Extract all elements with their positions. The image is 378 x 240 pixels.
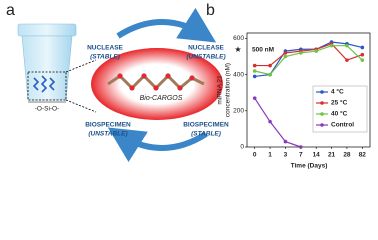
page: a b -O-Si-O- Bio-CARGOS NUCLEASE (STABLE… (6, 2, 371, 170)
label: (UNSTABLE) (186, 54, 225, 61)
x-tick-label: 82 (359, 152, 367, 159)
star: ★ (234, 45, 241, 54)
marker (283, 51, 288, 55)
x-tick-label: 0 (253, 152, 257, 159)
molecule (107, 73, 205, 91)
marker (268, 63, 272, 68)
tube (17, 23, 97, 113)
x-tick-label: 14 (313, 152, 321, 159)
marker (360, 45, 365, 50)
marker (314, 49, 318, 53)
marker (299, 145, 303, 149)
legend-label: 40 °C (331, 110, 348, 118)
label: (STABLE) (191, 131, 221, 138)
legend-label: 4 °C (331, 88, 344, 96)
marker (360, 58, 365, 62)
label: NUCLEASE (87, 45, 123, 52)
annotation: 500 nM (252, 47, 274, 54)
legend-label: Control (331, 122, 354, 129)
y-tick-label: 600 (233, 35, 244, 42)
y-tick-label: 400 (233, 71, 244, 78)
marker (345, 43, 349, 48)
marker (268, 119, 272, 124)
x-tick-label: 1 (268, 152, 272, 159)
label: (STABLE) (90, 54, 120, 61)
marker (360, 52, 365, 57)
x-tick-label: 7 (299, 152, 303, 159)
arrow (107, 127, 208, 163)
x-tick-label: 28 (343, 152, 351, 159)
label: NUCLEASE (188, 45, 224, 52)
y-tick-label: 200 (233, 108, 244, 115)
plot-frame (246, 32, 371, 148)
legend-marker (320, 90, 324, 94)
marker (252, 96, 257, 100)
series-line (254, 43, 363, 67)
marker (299, 51, 303, 55)
x-label: Time (Days) (291, 163, 328, 170)
marker (252, 63, 257, 68)
legend-marker (320, 101, 324, 105)
cargo-ellipse (91, 48, 223, 120)
marker (329, 43, 334, 48)
marker (345, 58, 349, 62)
y-label: concentration (nM) (225, 63, 232, 117)
series-line (254, 45, 363, 76)
marker (252, 69, 257, 73)
legend-label: 25 °C (331, 99, 348, 107)
label: BIOSPECIMEN (183, 122, 229, 129)
marker (252, 74, 257, 79)
legend-marker (320, 112, 324, 116)
center-label: Bio-CARGOS (140, 95, 183, 102)
arrow (116, 7, 217, 43)
y-tick-label: 0 (240, 144, 244, 151)
figure: a b -O-Si-O- Bio-CARGOS NUCLEASE (STABLE… (6, 2, 371, 170)
y-label: miRNA 21 (217, 75, 224, 105)
marker (268, 72, 272, 77)
x-tick-label: 21 (328, 152, 336, 159)
legend-marker (320, 123, 324, 127)
panel-label: a (6, 2, 15, 19)
marker (283, 139, 288, 144)
surface-label: -O-Si-O- (35, 106, 60, 113)
marker (283, 54, 288, 59)
label: (UNSTABLE) (88, 131, 127, 138)
x-tick-label: 3 (284, 152, 288, 159)
series-line (254, 97, 302, 148)
panel-label: b (206, 2, 215, 19)
label: BIOSPECIMEN (85, 122, 131, 129)
